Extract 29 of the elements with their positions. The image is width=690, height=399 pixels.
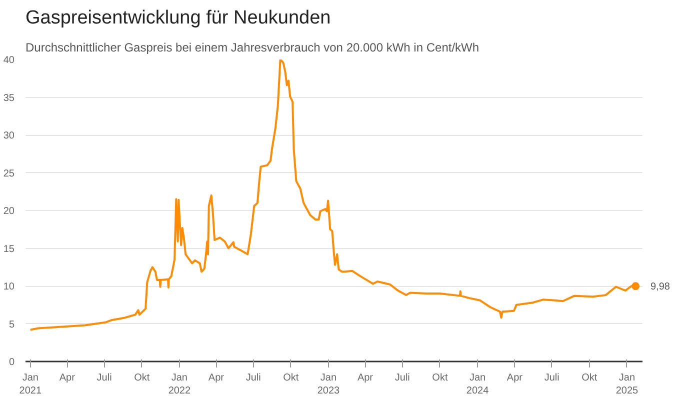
annotation: 9,98 [650,282,670,293]
y-tick-label: 15 [3,244,15,255]
x-tick-label: Juli [246,372,261,384]
y-tick-label: 20 [3,206,15,217]
x-tick-label: Apr [59,372,76,384]
x-tick-label: Jan 2023 [317,372,340,397]
y-tick-label: 40 [3,55,15,66]
y-tick-label: 30 [3,130,15,142]
y-tick-label: 25 [3,168,15,180]
chart-subtitle: Durchschnittlicher Gaspreis bei einem Jahresverbrauch von 20.000 kWh in Cent/kWh [26,40,480,54]
x-tick-label: Jan 2021 [19,372,42,397]
y-tick-label: 10 [3,282,15,292]
x-tick-label: Apr [208,372,225,384]
y-tick-label: 5 [8,319,15,330]
x-tick-label: Okt [582,372,598,384]
x-tick-label: Apr [357,372,374,384]
x-tick-label: Juli [394,372,410,384]
y-tick-label: 0 [8,357,15,368]
x-tick-label: Jan 2022 [168,372,192,397]
x-tick-label: Juli [544,372,560,384]
x-tick-label: Okt [432,372,448,384]
x-tick-label: Jan 2024 [466,372,490,397]
x-tick-label: Juli [96,372,112,384]
chart-title: Gaspreisentwicklung für Neukunden [26,8,331,28]
y-tick-label: 35 [3,92,15,104]
x-tick-label: Okt [134,372,150,384]
x-tick-label: Apr [506,372,524,384]
x-tick-label: Okt [283,372,299,384]
x-tick-label: Jan 2025 [616,372,639,397]
